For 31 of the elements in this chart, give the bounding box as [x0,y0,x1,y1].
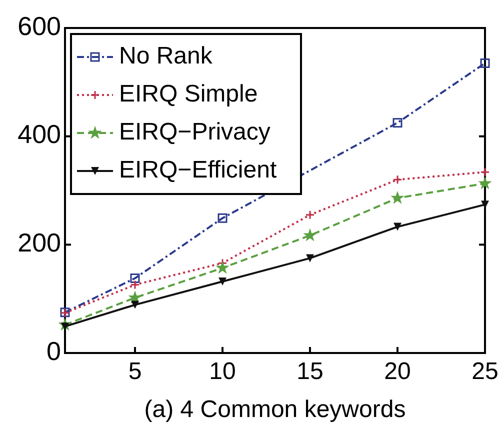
point [480,167,490,177]
legend-label: EIRQ−Privacy [119,118,270,146]
legend-label: EIRQ−Efficient [119,156,277,184]
point [130,274,140,283]
y-tick-label: 400 [18,119,61,150]
point [306,254,314,262]
x-tick-label: 20 [384,358,411,385]
point [480,58,490,68]
point [392,174,402,184]
point [216,260,230,274]
point [303,228,317,242]
x-tick-label: 25 [472,358,498,385]
y-tick-label: 0 [46,336,61,366]
point [478,176,492,190]
point [131,300,139,309]
x-tick-label: 15 [296,358,324,385]
legend-label: EIRQ Simple [119,80,258,108]
y-tick-label: 200 [18,228,61,258]
legend-label: No Rank [119,42,214,70]
x-axis-title: (a) 4 Common keywords [144,396,406,423]
point [394,222,402,231]
point [218,213,228,223]
point [481,200,489,209]
x-tick-label: 10 [209,358,236,385]
point [392,118,402,128]
y-tick-label: 600 [18,10,61,41]
point [130,280,140,290]
point [305,210,315,220]
point [390,190,404,204]
x-tick-label: 5 [128,358,142,385]
point [218,278,226,286]
